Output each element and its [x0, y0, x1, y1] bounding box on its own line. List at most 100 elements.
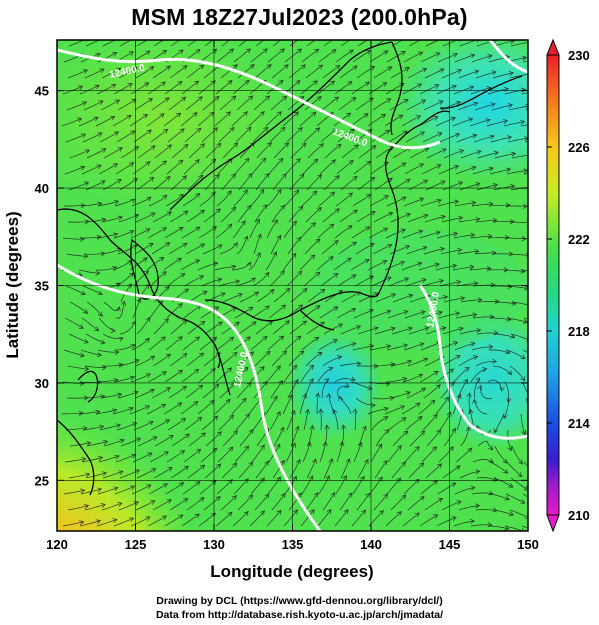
streamline-arrow	[266, 219, 278, 239]
streamline-arrow	[236, 95, 254, 111]
streamline-arrow	[337, 274, 357, 287]
streamline-arrow	[250, 48, 268, 63]
streamline-arrow	[323, 323, 344, 335]
streamline-arrow	[335, 49, 354, 63]
y-tick-label: 45	[35, 84, 49, 99]
streamline-arrow	[339, 209, 358, 223]
streamline-arrow	[300, 80, 318, 95]
streamline-arrow	[265, 251, 277, 271]
streamline-arrow	[82, 132, 103, 143]
streamline-arrow	[180, 112, 198, 127]
streamline-arrow	[237, 204, 252, 223]
streamline-arrow	[493, 413, 505, 434]
streamline-arrow	[420, 52, 441, 63]
x-axis-label: Longitude (degrees)	[210, 562, 373, 581]
streamline-arrow	[407, 496, 425, 511]
streamline-arrow	[79, 84, 100, 95]
streamline-arrow	[150, 419, 170, 431]
streamline-arrow	[220, 495, 237, 511]
streamline-arrow	[249, 365, 265, 383]
streamline-arrow	[186, 497, 205, 511]
streamline-arrow	[440, 247, 463, 255]
streamline-arrow	[272, 320, 290, 335]
streamline-arrow	[217, 446, 234, 463]
streamline-arrow	[422, 132, 443, 143]
streamline-arrow	[453, 367, 470, 383]
streamline-arrow	[288, 64, 306, 79]
streamline-arrow	[404, 445, 420, 463]
streamline-arrow	[170, 465, 189, 479]
streamline-arrow	[148, 336, 166, 351]
streamline-arrow	[186, 209, 205, 223]
streamline-arrow	[352, 50, 372, 63]
streamline-arrow	[306, 40, 316, 47]
streamline-arrow	[388, 277, 410, 287]
streamline-arrow	[81, 317, 100, 332]
streamline-arrow	[389, 244, 411, 255]
streamline-arrow	[166, 450, 186, 463]
streamline-arrow	[529, 446, 541, 464]
streamline-arrow	[61, 410, 84, 416]
streamline-arrow	[425, 40, 444, 47]
streamline-arrow	[238, 321, 257, 335]
streamline-arrow	[285, 158, 301, 175]
streamline-arrow	[222, 142, 239, 159]
streamline-arrow	[437, 199, 460, 207]
streamline-arrow	[129, 113, 149, 127]
streamline-arrow	[386, 196, 407, 207]
streamline-arrow	[369, 50, 389, 63]
streamline-arrow	[267, 335, 285, 351]
streamline-arrow	[454, 200, 477, 207]
streamline-arrow	[472, 166, 494, 175]
streamline-arrow	[371, 416, 389, 431]
streamline-arrow	[150, 128, 169, 143]
streamline-arrow	[163, 257, 183, 271]
streamline-arrow	[419, 370, 439, 383]
streamline-arrow	[354, 129, 373, 143]
streamline-arrow	[341, 144, 359, 159]
streamline-arrow	[271, 204, 286, 223]
streamline-arrow	[386, 343, 408, 351]
streamline-arrow	[232, 220, 246, 239]
streamline-arrow	[232, 366, 249, 383]
streamline-arrow	[273, 142, 290, 159]
streamline-arrow	[149, 451, 169, 463]
streamline-arrow	[95, 115, 116, 127]
streamline-arrow	[222, 293, 243, 303]
streamline-arrow	[457, 101, 479, 111]
streamline-arrow	[304, 238, 321, 255]
colorbar-tick-label: 218	[568, 324, 590, 339]
streamline-arrow	[288, 205, 304, 223]
streamline-arrow	[435, 116, 456, 127]
streamline-arrow	[507, 136, 528, 143]
streamline-arrow	[460, 297, 483, 303]
streamline-arrow	[251, 157, 267, 175]
streamline-arrow	[184, 416, 203, 431]
y-tick-label: 40	[35, 181, 49, 196]
streamline-arrow	[402, 83, 423, 95]
streamline-arrow	[390, 67, 410, 79]
streamline-arrow	[420, 480, 438, 495]
streamline-arrow	[437, 52, 458, 63]
streamline-arrow	[66, 253, 89, 259]
streamline-arrow	[491, 284, 513, 289]
streamline-arrow	[256, 289, 275, 303]
streamline-arrow	[385, 511, 402, 527]
streamline-arrow	[368, 227, 389, 239]
streamline-arrow	[132, 161, 151, 175]
streamline-arrow	[237, 351, 255, 367]
streamline-arrow	[305, 352, 323, 367]
geopotential-contours	[57, 40, 528, 531]
streamline-arrow	[405, 278, 427, 287]
streamline-arrow	[115, 162, 135, 175]
streamline-arrow	[267, 188, 282, 207]
streamline-arrow	[102, 333, 124, 342]
streamline-arrow	[510, 477, 528, 491]
streamline-arrow	[511, 445, 523, 465]
streamline-arrow	[200, 306, 220, 319]
streamline-arrow	[114, 198, 136, 207]
streamline-arrow	[103, 438, 125, 447]
streamline-arrow	[390, 212, 411, 223]
streamline-arrow	[204, 463, 222, 479]
streamline-arrow	[318, 339, 338, 351]
